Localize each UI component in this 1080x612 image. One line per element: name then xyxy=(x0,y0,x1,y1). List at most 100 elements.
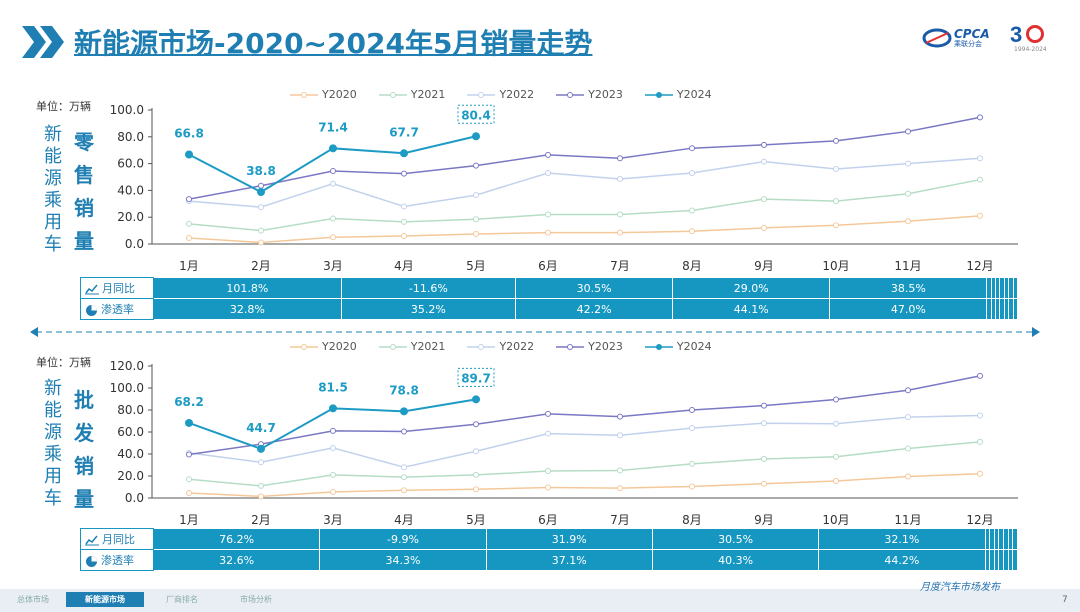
retail-line-chart: 0.0 20.0 40.0 60.0 80.0 100.0 1月 2月 3月 4月 5月 6月 7月 8月… xyxy=(110,103,1018,273)
table-cell: 34.3% xyxy=(319,549,487,571)
data-point xyxy=(689,407,695,413)
logo-text: CPCA xyxy=(954,27,990,41)
legend-item: Y2024 xyxy=(644,88,712,101)
y-tick-label: 80.0 xyxy=(117,130,144,144)
x-tick-label: 8月 xyxy=(682,513,702,527)
data-point xyxy=(473,216,479,223)
wholesale-stats-table: 月同比 76.2% -9.9% 31.9% 30.5% 32.1% 渗透率 32… xyxy=(80,528,1018,571)
legend-label: Y2020 xyxy=(322,88,357,101)
tab-market-analysis[interactable]: 市场分析 xyxy=(240,595,272,604)
legend-item: Y2023 xyxy=(556,340,623,353)
legend-label: Y2023 xyxy=(588,88,623,101)
data-point xyxy=(905,387,911,394)
data-point xyxy=(761,420,767,427)
data-label: 67.7 xyxy=(389,125,419,139)
table-cell: 32.1% xyxy=(818,528,986,550)
data-point xyxy=(545,484,551,491)
y-tick-label: 80.0 xyxy=(117,403,144,417)
data-point xyxy=(545,211,551,218)
legend-item: Y2021 xyxy=(378,88,445,101)
table-cell: 30.5% xyxy=(651,528,820,550)
data-point xyxy=(977,114,983,121)
legend-swatch xyxy=(467,343,496,350)
data-point xyxy=(905,218,911,225)
table-cell: 47.0% xyxy=(829,298,988,320)
data-point xyxy=(833,477,839,484)
data-point xyxy=(473,421,479,428)
x-tick-label: 12月 xyxy=(966,259,993,273)
data-point xyxy=(905,160,911,167)
x-tick-label: 1月 xyxy=(179,513,199,527)
data-point xyxy=(473,486,479,493)
data-point xyxy=(689,207,695,214)
y-tick-label: 0.0 xyxy=(125,237,144,251)
data-label: 66.8 xyxy=(174,126,204,140)
cpca-logo-icon xyxy=(922,28,952,48)
table-cell: 32.6% xyxy=(152,549,321,571)
row-label: 渗透率 xyxy=(80,298,154,320)
data-point xyxy=(905,190,911,197)
tab-nev-market[interactable]: 新能源市场 xyxy=(66,592,144,607)
legend-item: Y2021 xyxy=(378,340,445,353)
metric-char: 售 xyxy=(74,163,94,187)
highlight-box xyxy=(457,367,495,387)
data-point xyxy=(905,445,911,452)
series-line-y2021 xyxy=(188,441,981,487)
data-point xyxy=(545,229,551,236)
logo-subtext: 乘联分会 xyxy=(954,40,982,48)
legend-swatch xyxy=(556,343,585,350)
y-tick-label: 20.0 xyxy=(117,210,144,224)
anniversary-number: 3 xyxy=(1010,22,1023,47)
footer-bar xyxy=(0,589,1080,612)
side-char: 车 xyxy=(44,488,62,509)
wholesale-line-chart: 0.0 20.0 40.0 60.0 80.0 100.0 120.0 1月 2月 3月 4月 5月 6… xyxy=(110,359,1018,527)
data-point xyxy=(401,428,407,435)
table-cell: 40.3% xyxy=(651,549,820,571)
data-point xyxy=(617,413,623,420)
data-point xyxy=(329,404,337,413)
header: 新能源市场-2020~2024年5月销量走势 CPCA 乘联分会 3 1994-… xyxy=(0,0,1080,72)
table-cell: 44.1% xyxy=(672,298,831,320)
data-point xyxy=(258,239,264,246)
data-point xyxy=(258,482,264,489)
row-label: 月同比 xyxy=(80,277,154,299)
tab-manufacturer-ranking[interactable]: 厂商排名 xyxy=(166,595,198,604)
data-point xyxy=(401,232,407,239)
x-tick-label: 3月 xyxy=(323,513,343,527)
data-point xyxy=(617,155,623,162)
legend-item: Y2024 xyxy=(644,340,712,353)
x-tick-label: 5月 xyxy=(466,513,486,527)
anniversary-years: 1994-2024 xyxy=(1014,46,1047,53)
legend-label: Y2022 xyxy=(499,340,535,353)
data-point xyxy=(833,165,839,172)
table-cell: 30.5% xyxy=(515,277,674,299)
data-point xyxy=(472,395,480,404)
side-char: 用 xyxy=(44,466,62,487)
cpca-logo: CPCA 乘联分会 xyxy=(922,25,990,51)
data-point xyxy=(545,410,551,417)
data-point xyxy=(186,476,192,483)
data-point xyxy=(473,162,479,169)
data-point xyxy=(761,402,767,409)
table-cell: 38.5% xyxy=(829,277,988,299)
x-tick-label: 2月 xyxy=(251,259,271,273)
data-point xyxy=(186,220,192,227)
data-point xyxy=(833,420,839,427)
anniversary-ring-icon xyxy=(1026,25,1044,43)
table-cell: 29.0% xyxy=(672,277,831,299)
legend-swatch xyxy=(378,91,407,98)
side-char: 用 xyxy=(44,212,62,233)
y-tick-label: 20.0 xyxy=(117,469,144,483)
table-row: 渗透率 32.8% 35.2% 42.2% 44.1% 47.0% xyxy=(80,298,1019,320)
x-tick-label: 11月 xyxy=(894,513,921,527)
legend-swatch xyxy=(644,343,673,350)
data-point xyxy=(400,407,408,416)
metric-char: 销 xyxy=(74,454,94,478)
table-cell xyxy=(1012,549,1018,571)
tab-overall-market[interactable]: 总体市场 xyxy=(17,595,49,604)
x-tick-label: 4月 xyxy=(394,259,414,273)
x-tick-label: 10月 xyxy=(822,259,849,273)
data-point xyxy=(761,455,767,462)
footer-signature: 月度汽车市场发布 xyxy=(920,582,1000,593)
data-label: 78.8 xyxy=(389,383,419,397)
